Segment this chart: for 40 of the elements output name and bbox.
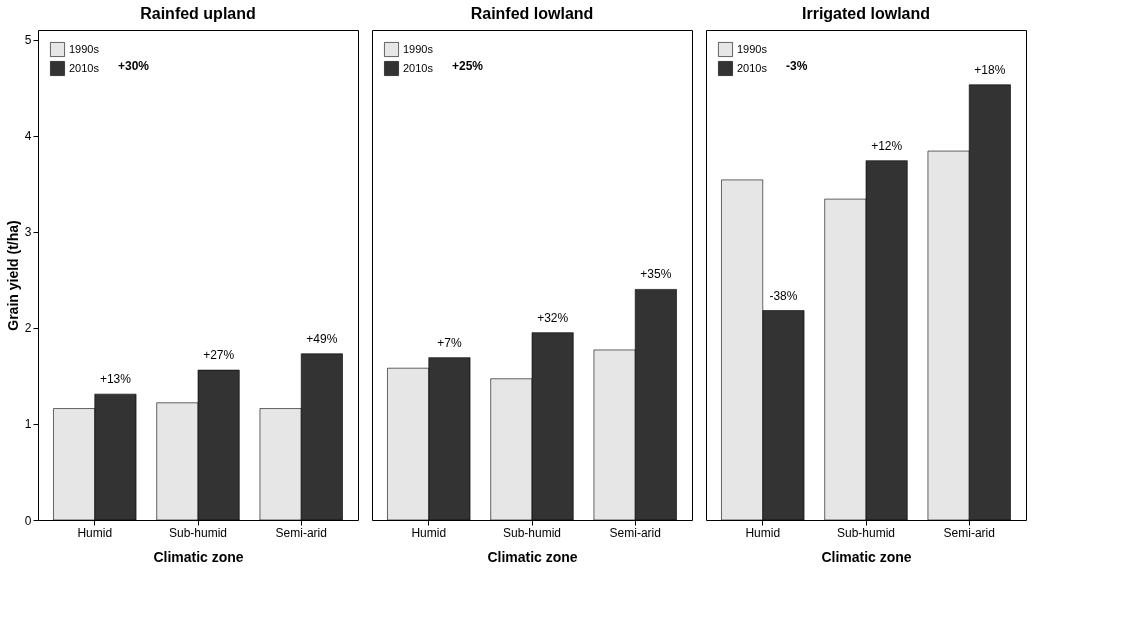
x-tick-label: Semi-arid xyxy=(943,525,995,540)
x-tick-label: Semi-arid xyxy=(609,525,661,540)
chart-title: Rainfed lowland xyxy=(470,5,594,22)
x-tick-label: Semi-arid xyxy=(275,525,327,540)
annotation: +25% xyxy=(452,59,484,73)
annotation: +13% xyxy=(99,372,132,387)
annotation: +12% xyxy=(871,138,903,153)
x-tick-label: Sub-humid xyxy=(836,525,896,540)
y-tick-label: 5 xyxy=(24,33,32,48)
legend-label: 2010s xyxy=(69,61,100,74)
y-tick-label: 1 xyxy=(24,417,32,432)
x-tick-label: Humid xyxy=(77,525,113,540)
y-tick-label: 4 xyxy=(24,129,32,144)
legend-label: 1990s xyxy=(69,42,100,55)
y-tick-label: 0 xyxy=(24,513,32,528)
annotation: +32% xyxy=(537,310,569,325)
legend-label: 2010s xyxy=(403,61,434,74)
annotation: +18% xyxy=(974,62,1006,77)
annotation: +35% xyxy=(640,267,672,282)
legend-label: 2010s xyxy=(737,61,768,74)
chart-title: Irrigated lowland xyxy=(801,5,931,22)
x-tick-label: Sub-humid xyxy=(168,525,228,540)
y-tick-label: 3 xyxy=(24,225,32,240)
annotation: +49% xyxy=(306,331,338,346)
annotation: +30% xyxy=(118,59,150,73)
legend-label: 1990s xyxy=(403,42,434,55)
legend-label: 1990s xyxy=(737,42,768,55)
chart-title: Rainfed upland xyxy=(140,5,256,22)
x-tick-label: Sub-humid xyxy=(502,525,562,540)
annotation: +27% xyxy=(203,348,235,363)
x-axis-title: Climatic zone xyxy=(153,548,244,565)
annotation: -3% xyxy=(786,59,808,73)
x-axis-title: Climatic zone xyxy=(487,548,578,565)
y-tick-label: 2 xyxy=(24,321,32,336)
y-axis-title: Grain yield (t/ha) xyxy=(4,220,21,331)
annotation: +7% xyxy=(437,335,462,350)
x-tick-label: Humid xyxy=(745,525,781,540)
annotation: -38% xyxy=(769,288,798,303)
x-tick-label: Humid xyxy=(411,525,447,540)
x-axis-title: Climatic zone xyxy=(821,548,912,565)
